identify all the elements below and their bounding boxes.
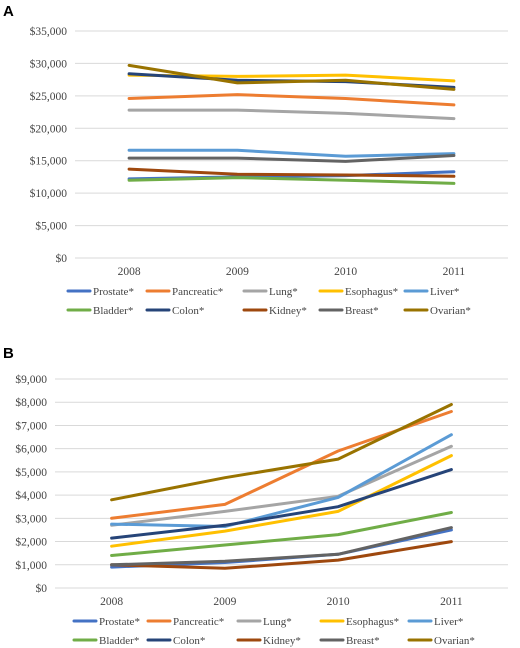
panel-a-legend-label-breast: Breast*: [345, 305, 379, 317]
panel-b-y-tick-label: $4,000: [15, 489, 47, 502]
panel-b-x-tick-label: 2008: [100, 596, 123, 608]
panel-b-y-tick-label: $6,000: [15, 443, 47, 456]
panel-b-x-tick-label: 2011: [440, 596, 463, 608]
panel-b-y-tick-label: $7,000: [15, 419, 47, 432]
panel-a-y-tick-label: $35,000: [30, 25, 68, 38]
panel-a-series-line-kidney: [127, 167, 456, 178]
panel-a-legend-label-lung: Lung*: [269, 286, 298, 298]
panel-a-y-tick-label: $15,000: [30, 155, 68, 168]
panel-a-y-tick-label: $0: [56, 252, 68, 265]
panel-b-legend-label-liver: Liver*: [434, 616, 463, 628]
panel-b-legend-label-breast: Breast*: [346, 635, 380, 647]
panel-b-y-tick-label: $0: [36, 582, 48, 595]
panel-a-legend-label-prostate: Prostate*: [93, 286, 134, 298]
panel-b-label: B: [3, 345, 14, 362]
panel-b-series-line-colon: [110, 468, 453, 540]
panel-a-y-tick-label: $25,000: [30, 90, 68, 103]
panel-a-series-line-lung: [127, 108, 456, 121]
panel-b-y-tick-label: $8,000: [15, 396, 47, 409]
panel-a-chart: A $0 $5,000 $10,000 $15,000 $20,000 $25,000 $3…: [3, 3, 508, 317]
panel-b-legend-label-ovarian: Ovarian*: [434, 635, 475, 647]
panel-b-legend-label-esophagus: Esophagus*: [346, 616, 399, 628]
panel-b-x-tick-label: 2009: [213, 596, 236, 608]
panel-a-legend-label-pancreatic: Pancreatic*: [172, 286, 223, 298]
panel-a-y-tick-label: $20,000: [30, 122, 68, 135]
panel-a-y-tick-label: $30,000: [30, 57, 68, 70]
panel-a-series-line-breast: [127, 154, 456, 163]
panel-b-x-tick-label: 2010: [327, 596, 350, 608]
panel-b-chart: B $0 $1,000 $2,000 $3,000 $4,000 $5,000 $6,000…: [3, 345, 508, 647]
panel-a-legend-label-colon: Colon*: [172, 305, 204, 317]
panel-a-x-tick-label: 2008: [118, 266, 141, 278]
panel-b-series-line-lung: [110, 444, 453, 527]
panel-b-y-tick-label: $5,000: [15, 466, 47, 479]
panel-a-y-tick-label: $10,000: [30, 187, 68, 200]
panel-b-series-line-esophagus: [110, 454, 453, 548]
panel-a-legend-label-kidney: Kidney*: [269, 305, 307, 317]
panel-a-y-tick-label: $5,000: [35, 220, 67, 233]
panel-b-legend-label-prostate: Prostate*: [99, 616, 140, 628]
panel-a-x-tick-label: 2011: [443, 266, 466, 278]
panel-b-y-tick-label: $2,000: [15, 536, 47, 549]
panel-b-legend-label-colon: Colon*: [173, 635, 205, 647]
panel-a-label: A: [3, 3, 14, 20]
panel-b-y-tick-label: $1,000: [15, 559, 47, 572]
panel-b-series-line-kidney: [110, 540, 453, 570]
panel-a-x-tick-label: 2009: [226, 266, 249, 278]
panel-b-legend-label-bladder: Bladder*: [99, 635, 139, 647]
panel-b-y-tick-label: $9,000: [15, 373, 47, 386]
panel-a-legend-label-liver: Liver*: [430, 286, 459, 298]
panel-b-y-tick-label: $3,000: [15, 512, 47, 525]
panel-a-legend-label-esophagus: Esophagus*: [345, 286, 398, 298]
panel-a-series-line-ovarian: [127, 63, 456, 91]
panel-b-series-line-ovarian: [110, 403, 453, 502]
panel-b-series-line-liver: [110, 433, 453, 528]
panel-b-legend-label-pancreatic: Pancreatic*: [173, 616, 224, 628]
panel-a-series-line-pancreatic: [127, 93, 456, 107]
panel-b-legend-label-kidney: Kidney*: [263, 635, 301, 647]
panel-a-x-tick-label: 2010: [334, 266, 357, 278]
panel-a-legend-label-bladder: Bladder*: [93, 305, 133, 317]
panel-a-series-line-liver: [127, 148, 456, 158]
panel-a-legend-label-ovarian: Ovarian*: [430, 305, 471, 317]
panel-b-legend-label-lung: Lung*: [263, 616, 292, 628]
panel-a-series-line-bladder: [127, 176, 456, 185]
panel-b-series-line-breast: [110, 526, 453, 567]
panel-b-series-line-bladder: [110, 511, 453, 557]
